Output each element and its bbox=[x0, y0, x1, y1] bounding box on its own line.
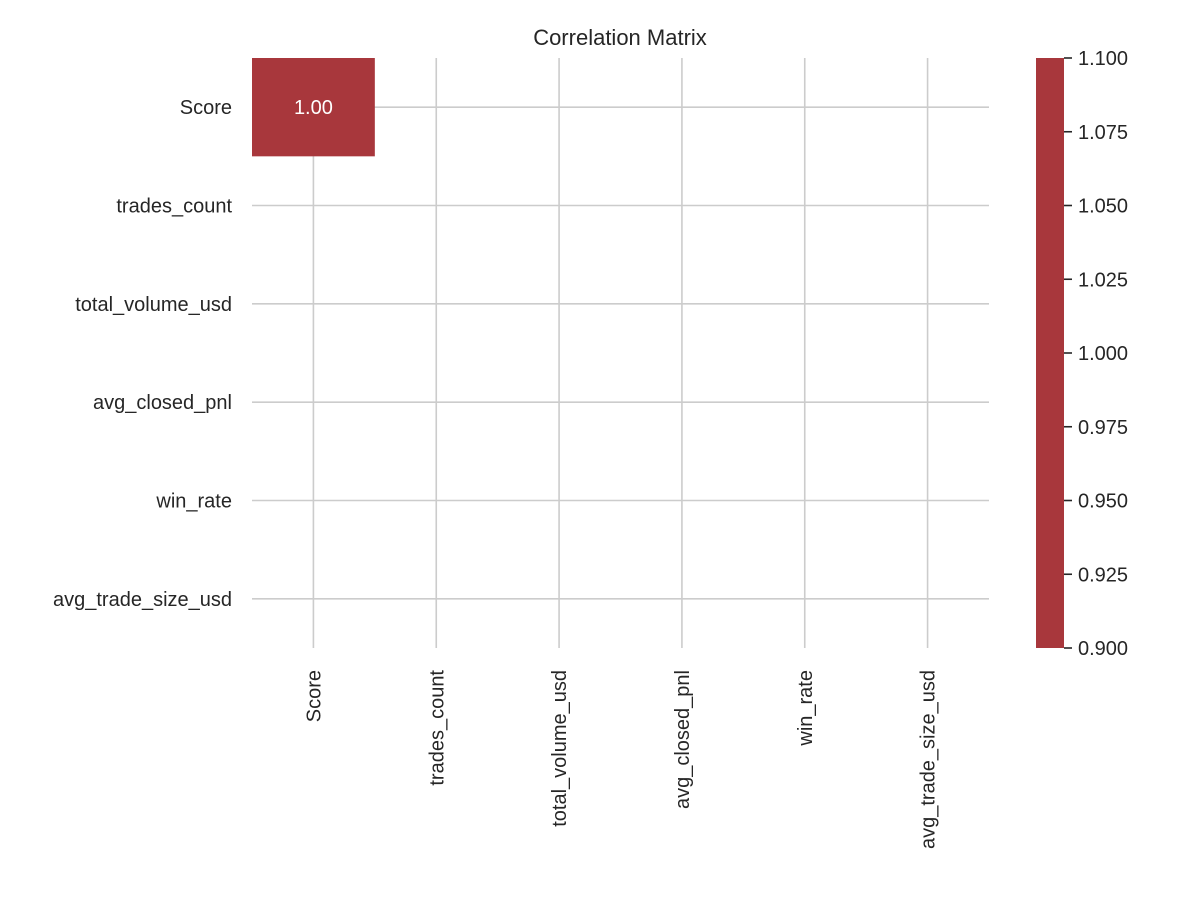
y-tick-label: total_volume_usd bbox=[75, 294, 232, 316]
y-tick-labels: Score trades_count total_volume_usd avg_clo… bbox=[53, 97, 232, 611]
heatmap-cells bbox=[252, 58, 375, 157]
colorbar-tick-label: 1.000 bbox=[1078, 343, 1128, 365]
y-tick-label: avg_trade_size_usd bbox=[53, 589, 232, 611]
colorbar-tick-label: 1.050 bbox=[1078, 196, 1128, 218]
y-tick-label: win_rate bbox=[155, 491, 232, 513]
colorbar-tick-label: 0.975 bbox=[1078, 417, 1128, 439]
x-tick-label: avg_trade_size_usd bbox=[918, 670, 940, 849]
chart-title: Correlation Matrix bbox=[533, 25, 707, 50]
y-tick-label: Score bbox=[180, 97, 232, 119]
colorbar-tick-label: 1.100 bbox=[1078, 48, 1128, 70]
y-tick-label: avg_closed_pnl bbox=[93, 392, 232, 414]
colorbar-fill bbox=[1036, 58, 1064, 648]
y-tick-label: trades_count bbox=[116, 196, 232, 218]
heatmap-cell bbox=[252, 58, 375, 157]
x-tick-labels: Score trades_count total_volume_usd avg_clo… bbox=[303, 670, 939, 849]
colorbar-tick-label: 0.925 bbox=[1078, 564, 1128, 586]
colorbar-tick-label: 0.950 bbox=[1078, 491, 1128, 513]
colorbar: 1.100 1.075 1.050 1.025 1.000 0.975 0.950 0.925… bbox=[1036, 48, 1128, 660]
colorbar-tick-label: 1.075 bbox=[1078, 122, 1128, 144]
x-tick-label: Score bbox=[303, 670, 325, 722]
cell-annotation: 1.00 bbox=[294, 97, 333, 119]
x-tick-label: win_rate bbox=[795, 670, 817, 747]
x-tick-label: trades_count bbox=[426, 670, 448, 786]
x-tick-label: avg_closed_pnl bbox=[672, 670, 694, 809]
colorbar-tick-label: 1.025 bbox=[1078, 269, 1128, 291]
cell-annotations: 1.00 bbox=[294, 97, 333, 119]
x-tick-label: total_volume_usd bbox=[549, 670, 571, 827]
colorbar-tick-label: 0.900 bbox=[1078, 638, 1128, 660]
